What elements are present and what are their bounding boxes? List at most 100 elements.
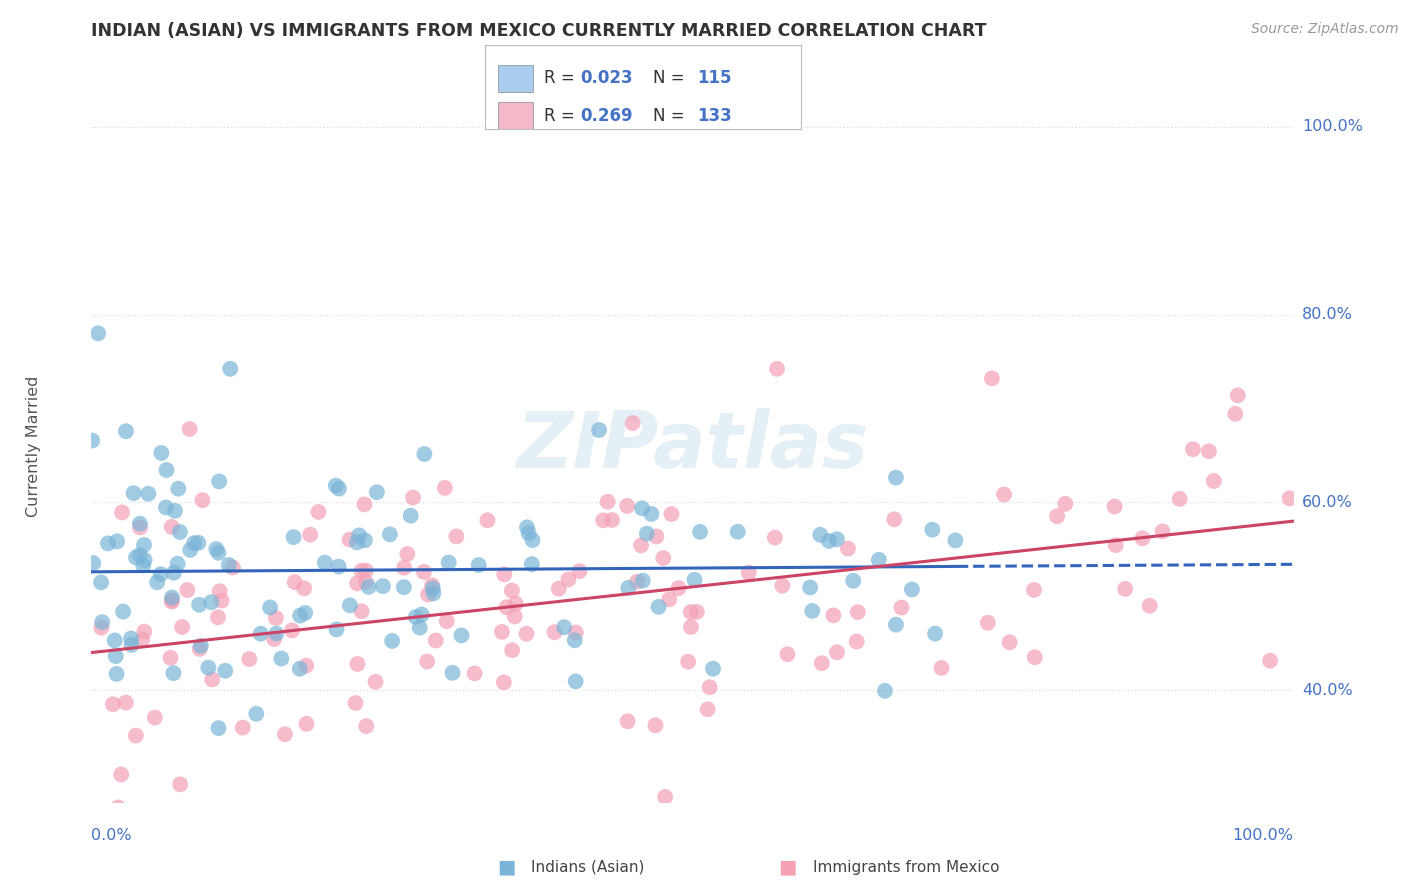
- Point: [495, 600, 517, 615]
- Point: [115, 696, 138, 710]
- Text: Source: ZipAtlas.com: Source: ZipAtlas.com: [1251, 22, 1399, 37]
- Point: [416, 655, 439, 669]
- Text: ZIPatlas: ZIPatlas: [516, 408, 869, 484]
- Point: [901, 582, 924, 597]
- Point: [238, 652, 260, 666]
- Point: [378, 527, 401, 541]
- Point: [245, 706, 267, 721]
- Point: [811, 656, 834, 670]
- Point: [232, 721, 254, 735]
- Point: [163, 504, 186, 518]
- Point: [87, 326, 110, 341]
- Point: [547, 582, 569, 596]
- Point: [596, 494, 619, 508]
- Point: [600, 513, 623, 527]
- Point: [207, 546, 229, 560]
- Point: [91, 615, 114, 629]
- Bar: [498, 103, 533, 129]
- Point: [842, 574, 865, 588]
- Point: [636, 526, 658, 541]
- Point: [564, 674, 586, 689]
- Point: [689, 524, 711, 539]
- Point: [208, 475, 231, 489]
- Point: [543, 625, 565, 640]
- Point: [364, 674, 387, 689]
- Point: [450, 628, 472, 642]
- Point: [846, 605, 869, 619]
- Point: [645, 529, 668, 543]
- Text: 80.0%: 80.0%: [1302, 307, 1353, 322]
- Point: [134, 624, 156, 639]
- Point: [131, 632, 153, 647]
- Point: [505, 597, 527, 611]
- Point: [557, 573, 579, 587]
- Text: N =: N =: [652, 107, 689, 125]
- Point: [776, 647, 799, 661]
- Point: [270, 651, 292, 665]
- Point: [299, 527, 322, 541]
- Point: [339, 599, 361, 613]
- Point: [679, 620, 702, 634]
- Text: 115: 115: [697, 70, 731, 87]
- Point: [136, 487, 159, 501]
- Point: [167, 482, 190, 496]
- Point: [631, 574, 654, 588]
- Point: [420, 578, 443, 592]
- Text: R =: R =: [544, 107, 579, 125]
- Point: [219, 361, 242, 376]
- Point: [90, 575, 112, 590]
- Point: [160, 593, 183, 607]
- Point: [132, 558, 155, 573]
- Point: [727, 524, 749, 539]
- Point: [110, 767, 132, 781]
- Point: [160, 594, 183, 608]
- Point: [980, 371, 1002, 385]
- Point: [808, 528, 831, 542]
- Text: Currently Married: Currently Married: [27, 376, 41, 516]
- Point: [295, 716, 318, 731]
- Point: [218, 558, 240, 572]
- Point: [292, 582, 315, 596]
- Point: [1198, 444, 1220, 458]
- Point: [353, 497, 375, 511]
- Point: [564, 633, 586, 648]
- Point: [520, 557, 543, 571]
- Point: [143, 710, 166, 724]
- Point: [366, 485, 388, 500]
- Point: [179, 543, 201, 558]
- Point: [176, 582, 198, 597]
- Point: [405, 610, 427, 624]
- Point: [392, 580, 415, 594]
- Point: [325, 478, 347, 492]
- Point: [433, 481, 456, 495]
- Point: [146, 575, 169, 590]
- Point: [201, 673, 224, 687]
- Text: Immigrants from Mexico: Immigrants from Mexico: [813, 860, 1000, 874]
- Point: [436, 614, 458, 628]
- Point: [347, 528, 370, 542]
- Text: Indians (Asian): Indians (Asian): [531, 860, 645, 874]
- Point: [249, 626, 271, 640]
- Point: [162, 666, 184, 681]
- Bar: [498, 65, 533, 92]
- Point: [1168, 491, 1191, 506]
- Point: [825, 533, 848, 547]
- Point: [503, 609, 526, 624]
- Point: [188, 598, 211, 612]
- Point: [155, 463, 177, 477]
- Point: [464, 666, 486, 681]
- Text: 40.0%: 40.0%: [1302, 682, 1353, 698]
- Text: R =: R =: [544, 70, 579, 87]
- Point: [494, 567, 516, 582]
- Point: [328, 559, 350, 574]
- Point: [588, 423, 610, 437]
- Point: [134, 553, 156, 567]
- Point: [884, 470, 907, 484]
- Point: [1024, 650, 1046, 665]
- Text: 0.0%: 0.0%: [91, 828, 132, 843]
- Point: [205, 542, 228, 557]
- Point: [413, 565, 436, 579]
- Point: [801, 604, 824, 618]
- Point: [263, 632, 285, 646]
- Point: [188, 641, 211, 656]
